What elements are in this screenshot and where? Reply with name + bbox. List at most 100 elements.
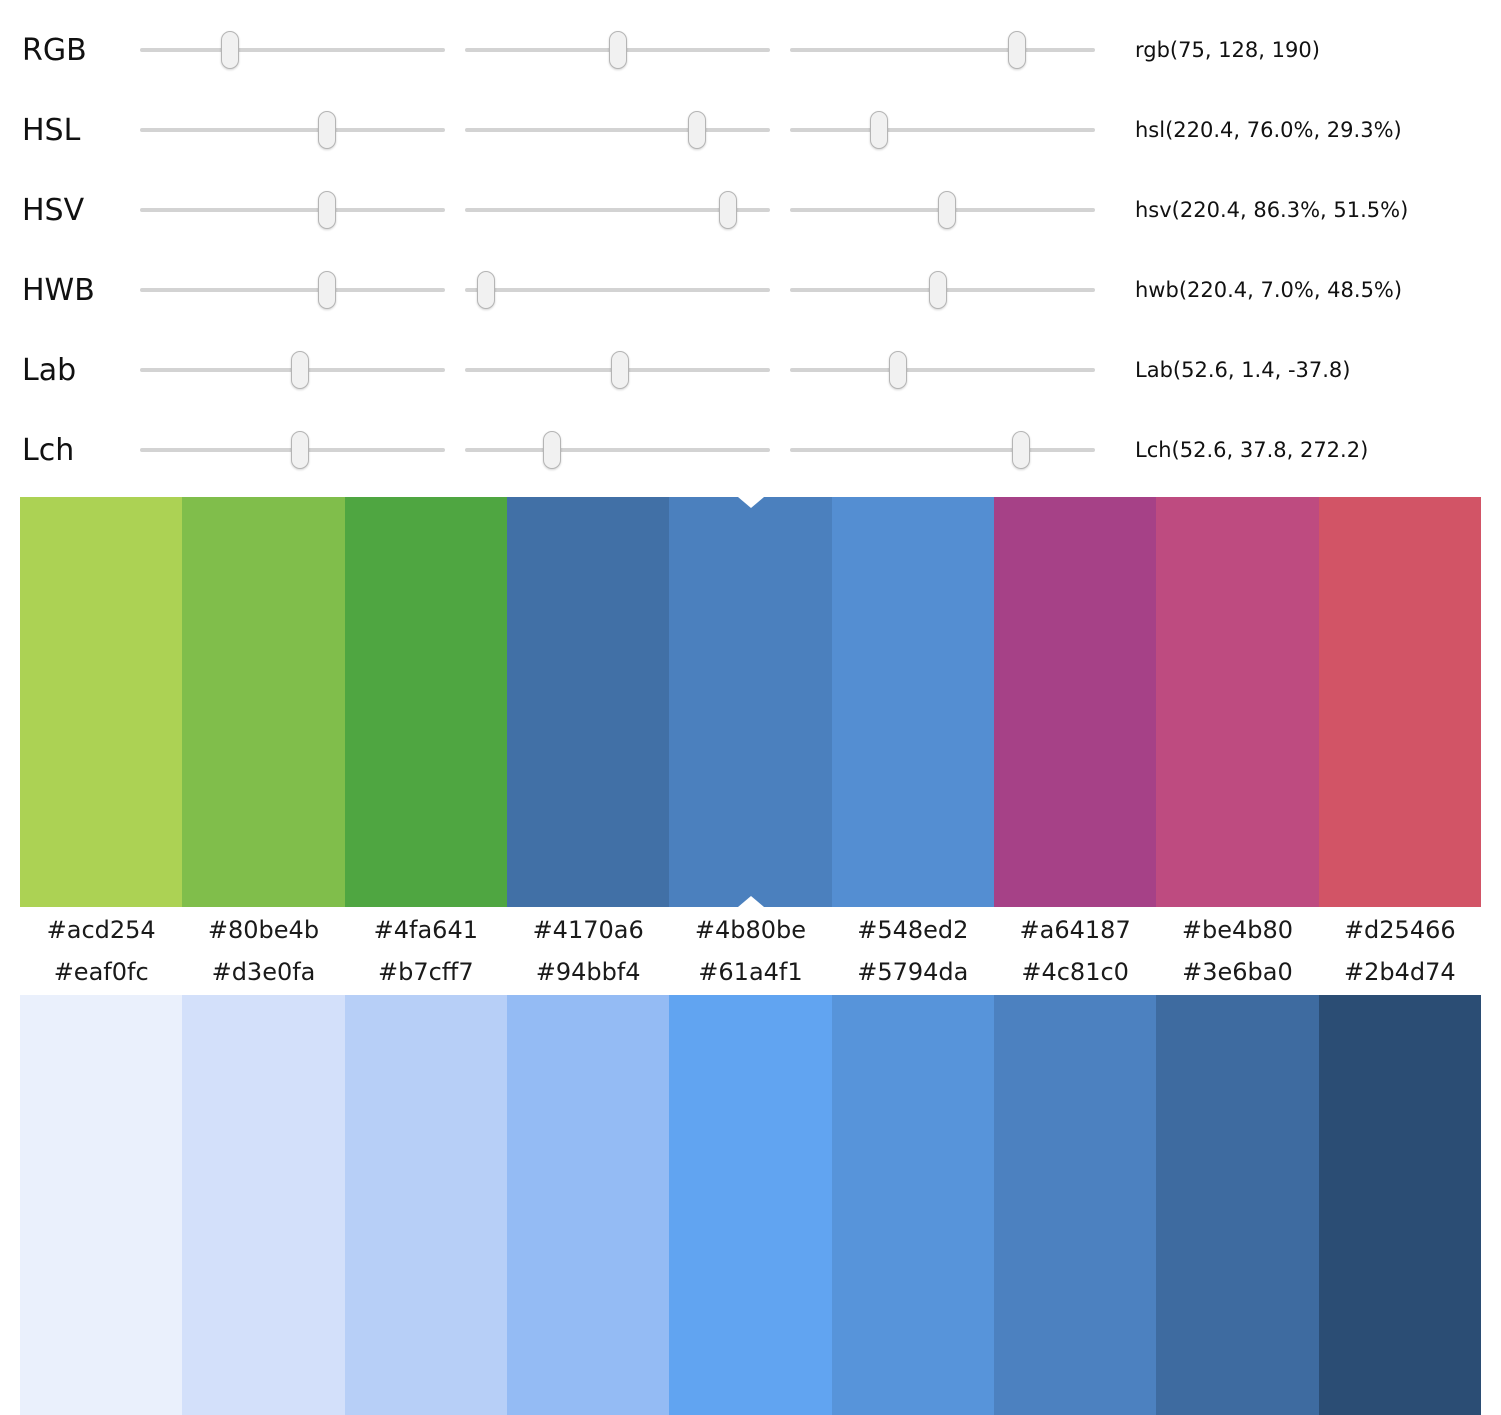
slider-track[interactable]	[140, 48, 445, 52]
slider-track[interactable]	[465, 128, 770, 132]
selected-swatch-marker-top-icon	[737, 497, 764, 508]
slider-channel-2	[465, 428, 770, 472]
slider-thumb[interactable]	[220, 31, 239, 69]
palette-swatch[interactable]	[831, 995, 994, 1415]
swatch-hex-label: #a64187	[1019, 916, 1131, 944]
swatch-hex-label: #d3e0fa	[211, 958, 316, 986]
swatch-hex-label: #80be4b	[207, 916, 320, 944]
slider-track[interactable]	[790, 48, 1095, 52]
colorspace-value: Lab(52.6, 1.4, -37.8)	[1135, 358, 1351, 382]
colorspace-row: HSV hsv(220.4, 86.3%, 51.5%)	[0, 170, 1501, 250]
palette-swatch[interactable]	[831, 497, 994, 907]
swatch-hex-label: #be4b80	[1181, 916, 1294, 944]
slider-channel-2	[465, 348, 770, 392]
slider-track[interactable]	[465, 448, 770, 452]
slider-channel-1	[140, 108, 445, 152]
slider-thumb[interactable]	[542, 431, 561, 469]
palette-swatch[interactable]	[1156, 995, 1319, 1415]
colorspace-value: hsl(220.4, 76.0%, 29.3%)	[1135, 118, 1402, 142]
slider-thumb[interactable]	[317, 271, 336, 309]
colorspace-label: HSV	[22, 192, 85, 228]
colorspace-value: Lch(52.6, 37.8, 272.2)	[1135, 438, 1369, 462]
slider-channel-3	[790, 28, 1095, 72]
colorspace-value: hwb(220.4, 7.0%, 48.5%)	[1135, 278, 1403, 302]
colorspace-value: hsv(220.4, 86.3%, 51.5%)	[1135, 198, 1409, 222]
slider-thumb[interactable]	[291, 431, 310, 469]
swatch-hex-label: #4170a6	[532, 916, 644, 944]
palette-swatch[interactable]	[993, 995, 1157, 1415]
selected-swatch-marker-bottom-icon	[737, 896, 764, 907]
slider-channel-1	[140, 28, 445, 72]
slider-channel-3	[790, 268, 1095, 312]
slider-channel-2	[465, 268, 770, 312]
slider-track[interactable]	[140, 208, 445, 212]
palette-swatch[interactable]	[20, 995, 183, 1415]
palette-swatch[interactable]	[506, 995, 670, 1415]
slider-thumb[interactable]	[610, 351, 629, 389]
slider-track[interactable]	[790, 368, 1095, 372]
slider-track[interactable]	[140, 128, 445, 132]
slider-channel-1	[140, 348, 445, 392]
shade-palette-hex-labels: #eaf0fc #d3e0fa #b7cff7 #94bbf4 #61a4f1 #5794…	[20, 951, 1481, 995]
colorspace-row: HSL hsl(220.4, 76.0%, 29.3%)	[0, 90, 1501, 170]
slider-track[interactable]	[465, 208, 770, 212]
slider-thumb[interactable]	[609, 31, 628, 69]
slider-thumb[interactable]	[317, 111, 336, 149]
palette-swatch[interactable]	[669, 497, 832, 907]
swatch-hex-label: #61a4f1	[698, 958, 803, 986]
swatch-hex-label: #d25466	[1343, 916, 1456, 944]
slider-thumb[interactable]	[719, 191, 738, 229]
slider-thumb[interactable]	[1011, 431, 1030, 469]
swatch-hex-label: #eaf0fc	[53, 958, 149, 986]
palette-swatch[interactable]	[993, 497, 1157, 907]
shade-palette-strip	[20, 995, 1481, 1415]
slider-thumb[interactable]	[870, 111, 889, 149]
slider-channel-1	[140, 428, 445, 472]
swatch-hex-label: #4fa641	[373, 916, 478, 944]
palette-swatch[interactable]	[182, 497, 345, 907]
swatch-hex-label: #548ed2	[857, 916, 969, 944]
swatch-hex-label: #5794da	[857, 958, 969, 986]
colorspace-value: rgb(75, 128, 190)	[1135, 38, 1320, 62]
palette-swatch[interactable]	[344, 995, 507, 1415]
colorspace-label: HSL	[22, 112, 81, 148]
slider-thumb[interactable]	[477, 271, 496, 309]
palette-swatch[interactable]	[1156, 497, 1319, 907]
swatch-hex-label: #3e6ba0	[1182, 958, 1293, 986]
colorspace-row: RGB rgb(75, 128, 190)	[0, 10, 1501, 90]
slider-track[interactable]	[465, 288, 770, 292]
slider-channel-2	[465, 108, 770, 152]
swatch-hex-label: #acd254	[46, 916, 156, 944]
colorspace-label: RGB	[22, 32, 87, 68]
colorspace-row: HWB hwb(220.4, 7.0%, 48.5%)	[0, 250, 1501, 330]
slider-thumb[interactable]	[291, 351, 310, 389]
slider-thumb[interactable]	[317, 191, 336, 229]
slider-channel-2	[465, 188, 770, 232]
slider-channel-3	[790, 428, 1095, 472]
swatch-hex-label: #4c81c0	[1021, 958, 1129, 986]
colorspace-sliders-panel: RGB rgb(75, 128, 190) HSL hsl(220.4, 76.0%,…	[0, 0, 1501, 490]
palette-swatch[interactable]	[506, 497, 670, 907]
palette-swatch[interactable]	[1318, 995, 1481, 1415]
colorspace-label: HWB	[22, 272, 95, 308]
slider-thumb[interactable]	[687, 111, 706, 149]
palette-swatch[interactable]	[182, 995, 345, 1415]
slider-track[interactable]	[790, 128, 1095, 132]
slider-channel-1	[140, 188, 445, 232]
palette-swatch[interactable]	[344, 497, 507, 907]
slider-thumb[interactable]	[1008, 31, 1027, 69]
colorspace-label: Lab	[22, 352, 77, 388]
palette-swatch[interactable]	[20, 497, 183, 907]
slider-thumb[interactable]	[938, 191, 957, 229]
swatch-hex-label: #2b4d74	[1343, 958, 1456, 986]
slider-channel-3	[790, 348, 1095, 392]
colorspace-row: Lch Lch(52.6, 37.8, 272.2)	[0, 410, 1501, 490]
swatch-hex-label: #b7cff7	[378, 958, 474, 986]
slider-thumb[interactable]	[928, 271, 947, 309]
palette-swatch[interactable]	[1318, 497, 1481, 907]
slider-track[interactable]	[790, 448, 1095, 452]
slider-track[interactable]	[140, 288, 445, 292]
hue-palette-strip	[20, 497, 1481, 907]
palette-swatch[interactable]	[669, 995, 832, 1415]
slider-thumb[interactable]	[888, 351, 907, 389]
